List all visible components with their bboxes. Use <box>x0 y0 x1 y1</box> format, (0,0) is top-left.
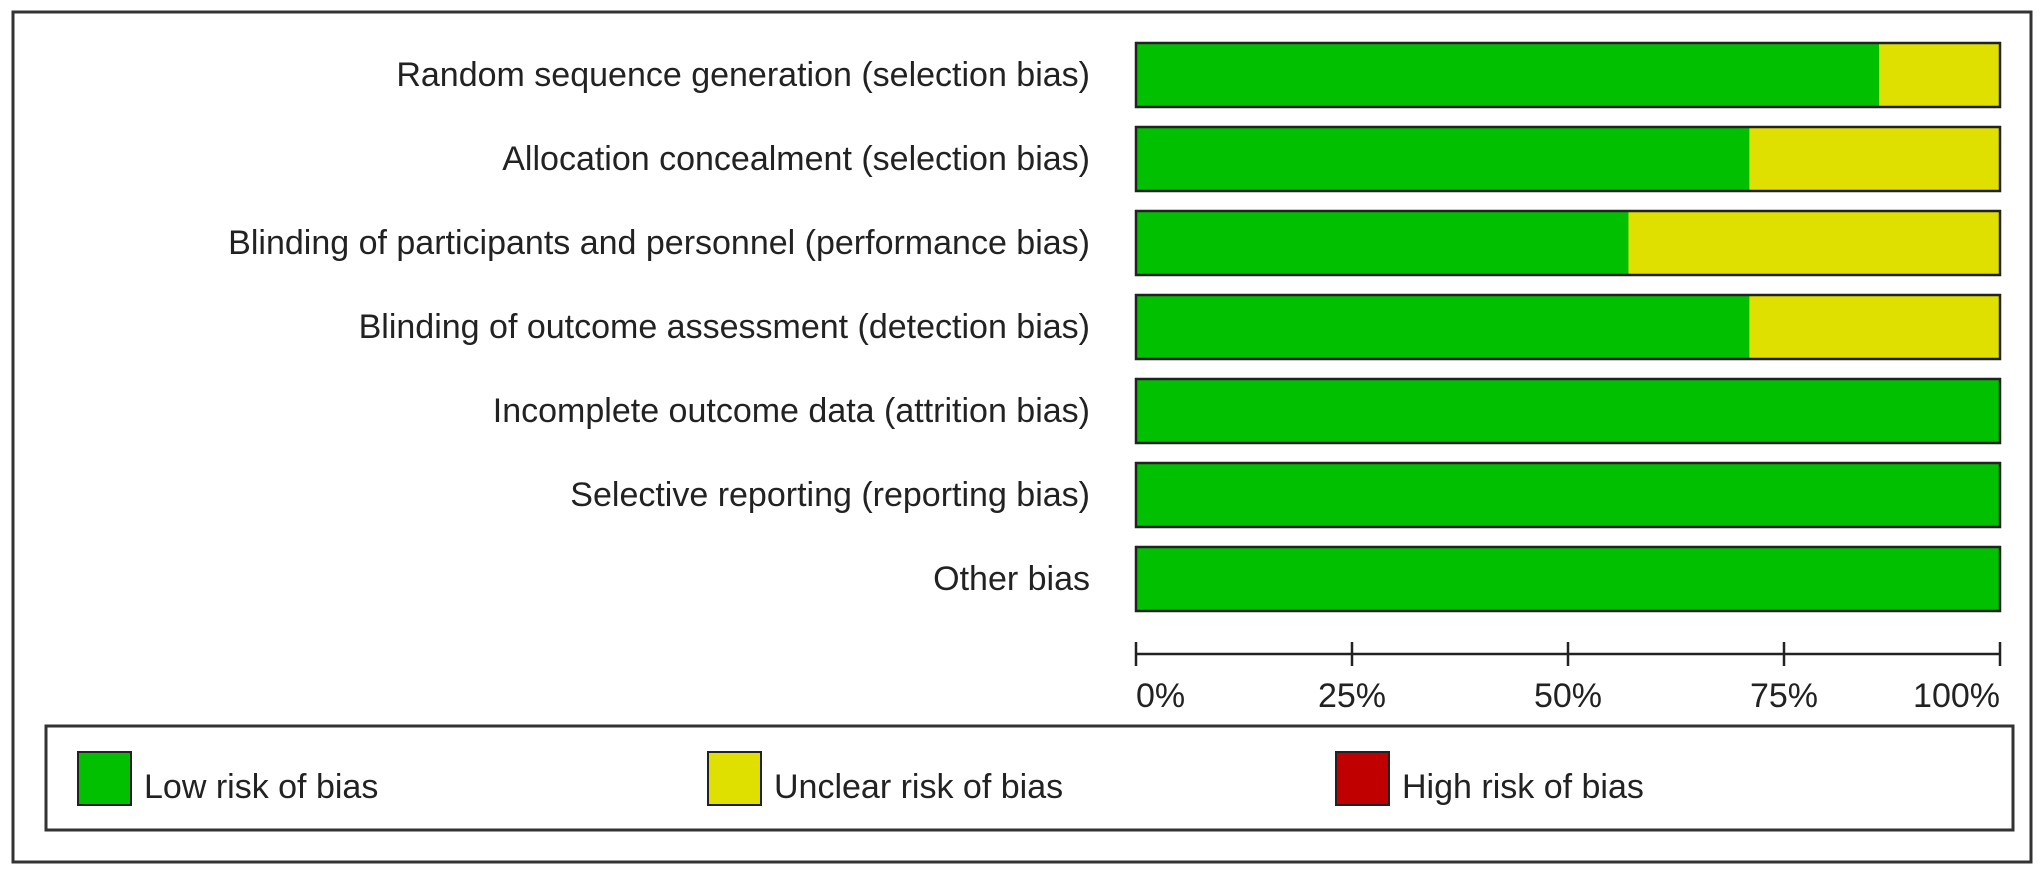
bar-outline <box>1134 545 2002 613</box>
x-tick-label: 100% <box>1913 677 2000 715</box>
legend-label: Low risk of bias <box>144 768 378 806</box>
bar-segment <box>1136 463 2000 527</box>
category-label: Blinding of participants and personnel (… <box>228 224 1090 262</box>
legend-label: Unclear risk of bias <box>774 768 1063 806</box>
bar-segment <box>1136 211 1629 275</box>
legend-label: High risk of bias <box>1402 768 1644 806</box>
bar-outline <box>1134 293 2002 361</box>
bar-segment <box>1136 547 2000 611</box>
category-label: Selective reporting (reporting bias) <box>570 476 1090 514</box>
x-tick-label: 75% <box>1750 677 1818 715</box>
legend-box <box>44 724 2015 832</box>
bar-outline <box>1134 125 2002 193</box>
legend-swatch <box>1335 751 1390 806</box>
bar-outline <box>1134 461 2002 529</box>
legend-swatch <box>77 751 132 806</box>
bar-segment <box>1879 43 2000 107</box>
bar-segment <box>1628 211 2000 275</box>
category-label: Incomplete outcome data (attrition bias) <box>493 392 1090 430</box>
bar-segment <box>1136 379 2000 443</box>
bar-outline <box>1134 41 2002 109</box>
category-label: Random sequence generation (selection bi… <box>396 56 1090 94</box>
x-tick-label: 25% <box>1318 677 1386 715</box>
bar-outline <box>1134 377 2002 445</box>
category-label: Blinding of outcome assessment (detectio… <box>359 308 1090 346</box>
bar-segment <box>1136 43 1880 107</box>
bar-segment <box>1749 127 2000 191</box>
bar-segment <box>1749 295 2000 359</box>
bar-segment <box>1136 127 1750 191</box>
x-tick-label: 50% <box>1534 677 1602 715</box>
bar-segment <box>1136 295 1750 359</box>
category-label: Allocation concealment (selection bias) <box>502 140 1090 178</box>
legend-swatch <box>707 751 762 806</box>
category-label: Other bias <box>933 560 1090 598</box>
x-tick-label: 0% <box>1136 677 1185 715</box>
bar-outline <box>1134 209 2002 277</box>
